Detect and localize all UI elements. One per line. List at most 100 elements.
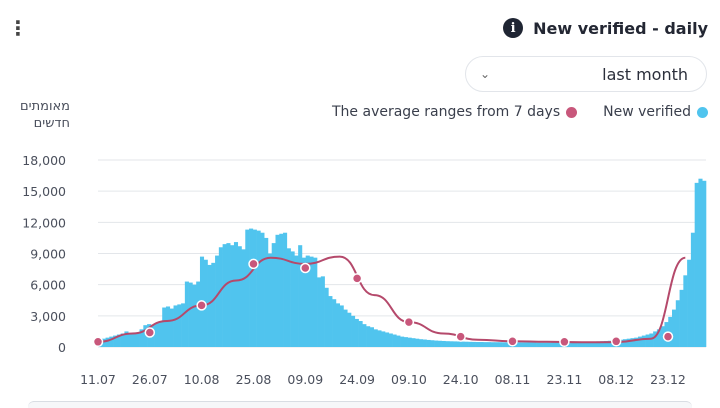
bar bbox=[679, 289, 684, 347]
x-tick-label: 24.10 bbox=[443, 372, 479, 387]
time-range-select[interactable]: ⌄ last month bbox=[465, 56, 707, 92]
bar bbox=[649, 333, 654, 347]
bar bbox=[524, 342, 529, 347]
more-vertical-icon: ⋮ bbox=[8, 16, 28, 40]
bar bbox=[607, 340, 612, 347]
bar bbox=[290, 251, 295, 347]
bar bbox=[498, 342, 503, 347]
bar bbox=[588, 341, 594, 347]
bar bbox=[328, 296, 333, 347]
bar bbox=[536, 342, 541, 347]
legend-item-new-verified[interactable]: New verified bbox=[603, 104, 708, 120]
bar bbox=[434, 340, 439, 347]
bar bbox=[630, 338, 635, 347]
bar bbox=[279, 233, 284, 347]
more-options-button[interactable]: ⋮ bbox=[6, 14, 30, 42]
average-marker bbox=[403, 316, 415, 328]
bar bbox=[177, 304, 182, 347]
bar bbox=[619, 339, 624, 347]
bar bbox=[452, 341, 458, 347]
bar bbox=[456, 341, 461, 347]
chart-title: New verified - daily bbox=[533, 18, 708, 38]
bar bbox=[267, 253, 273, 347]
info-icon[interactable]: i bbox=[503, 18, 524, 38]
bar bbox=[551, 342, 556, 347]
bar bbox=[358, 321, 363, 347]
bar bbox=[381, 331, 386, 347]
bar bbox=[660, 326, 665, 347]
bar bbox=[109, 336, 114, 347]
bar bbox=[396, 335, 401, 347]
bar bbox=[638, 336, 643, 347]
average-marker bbox=[144, 327, 156, 338]
bar bbox=[320, 276, 325, 347]
legend-item-average[interactable]: The average ranges from 7 days bbox=[332, 104, 578, 120]
bar bbox=[604, 340, 609, 347]
bar bbox=[505, 342, 510, 347]
bar bbox=[460, 341, 465, 347]
bar bbox=[392, 334, 397, 347]
bar bbox=[196, 281, 201, 347]
bar bbox=[702, 180, 707, 347]
bar bbox=[471, 341, 476, 347]
bar bbox=[656, 329, 661, 347]
bar bbox=[592, 341, 597, 347]
y-tick-label: 18,000 bbox=[22, 153, 66, 168]
average-marker bbox=[351, 273, 363, 284]
bar bbox=[520, 342, 526, 347]
bar bbox=[464, 341, 469, 347]
bar bbox=[309, 256, 314, 347]
bar bbox=[418, 339, 424, 347]
bar bbox=[347, 312, 352, 347]
bar bbox=[218, 247, 223, 347]
bar bbox=[128, 332, 133, 347]
bar bbox=[400, 336, 405, 347]
bar bbox=[207, 264, 212, 347]
average-marker bbox=[507, 336, 518, 347]
bar bbox=[570, 342, 575, 347]
x-tick-label: 09.10 bbox=[391, 372, 427, 387]
bar bbox=[332, 299, 337, 347]
chart-legend: The average ranges from 7 days New verif… bbox=[332, 104, 708, 120]
chart-header: i New verified - daily bbox=[503, 14, 708, 42]
bar bbox=[622, 339, 627, 347]
bar bbox=[256, 230, 261, 347]
y-tick-label: 9,000 bbox=[30, 247, 66, 262]
bar bbox=[585, 341, 590, 347]
y-tick-label: 6,000 bbox=[30, 278, 66, 293]
average-marker bbox=[92, 336, 104, 348]
bar bbox=[517, 342, 522, 347]
bar bbox=[317, 277, 322, 347]
bottom-panel-edge bbox=[28, 401, 692, 408]
bar bbox=[211, 262, 216, 347]
bar bbox=[139, 329, 144, 347]
bar bbox=[445, 341, 450, 347]
bar bbox=[490, 342, 495, 347]
average-marker bbox=[455, 331, 466, 342]
legend-label-average: The average ranges from 7 days bbox=[332, 104, 561, 120]
bar bbox=[479, 342, 484, 347]
bar bbox=[301, 257, 307, 347]
x-tick-label: 24.09 bbox=[339, 372, 375, 387]
bar bbox=[437, 340, 442, 347]
x-tick-label: 23.11 bbox=[547, 372, 583, 387]
bar bbox=[366, 326, 371, 347]
bar bbox=[475, 342, 480, 347]
x-tick-label: 08.12 bbox=[598, 372, 634, 387]
bar bbox=[596, 341, 601, 347]
bar bbox=[468, 341, 473, 347]
bar bbox=[634, 337, 639, 347]
bar bbox=[403, 337, 408, 347]
bar bbox=[494, 342, 499, 347]
bar bbox=[169, 308, 174, 347]
bar bbox=[226, 243, 231, 347]
bar bbox=[135, 332, 140, 347]
bar bbox=[154, 323, 159, 347]
y-tick-label: 3,000 bbox=[30, 309, 66, 324]
bar bbox=[335, 303, 340, 347]
time-range-value: last month bbox=[602, 64, 688, 84]
bar bbox=[698, 178, 703, 347]
bar bbox=[645, 334, 650, 347]
